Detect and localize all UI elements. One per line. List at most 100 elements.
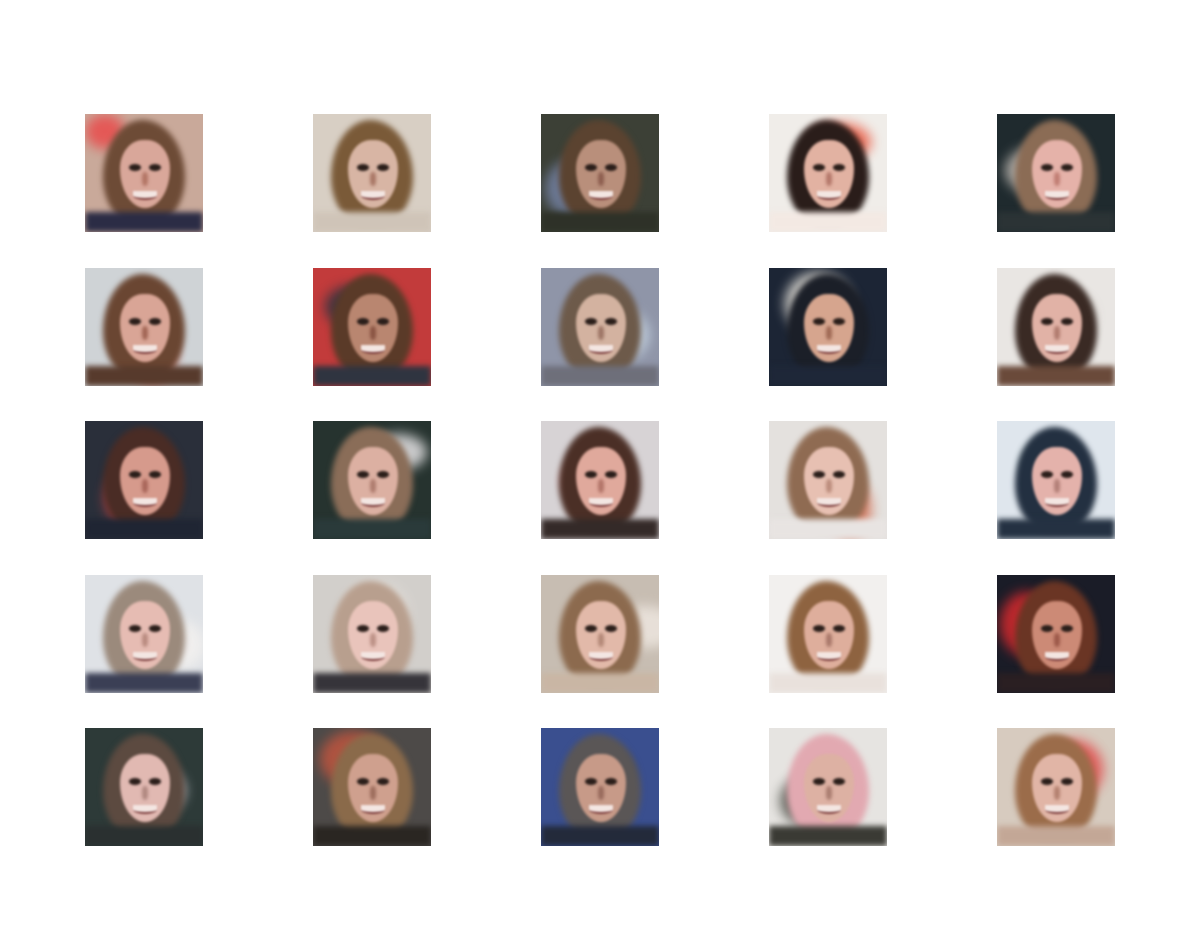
shoulders-region — [997, 826, 1115, 846]
mouth-region — [133, 498, 157, 507]
face-image — [997, 421, 1115, 539]
nose-region — [826, 326, 832, 340]
nose-region — [598, 326, 604, 340]
eye-region — [833, 164, 845, 171]
mouth-region — [817, 652, 841, 661]
mouth-region — [133, 191, 157, 200]
shoulders-region — [541, 212, 659, 232]
face-image — [85, 114, 203, 232]
face-image — [769, 421, 887, 539]
shoulders-region — [313, 826, 431, 846]
face-image — [541, 575, 659, 693]
eye-region — [1041, 164, 1053, 171]
mouth-region — [589, 652, 613, 661]
nose-region — [826, 479, 832, 493]
eye-region — [357, 164, 369, 171]
face-image — [541, 114, 659, 232]
shoulders-region — [769, 826, 887, 846]
shoulders-region — [769, 673, 887, 693]
shoulders-region — [769, 212, 887, 232]
face-image — [769, 575, 887, 693]
mouth-region — [589, 805, 613, 814]
eye-region — [813, 778, 825, 785]
eye-region — [1041, 625, 1053, 632]
mouth-region — [1045, 805, 1069, 814]
eye-region — [149, 164, 161, 171]
nose-region — [598, 633, 604, 647]
face-image — [85, 421, 203, 539]
eye-region — [129, 625, 141, 632]
nose-region — [370, 326, 376, 340]
eye-region — [1041, 318, 1053, 325]
mouth-region — [361, 345, 385, 354]
eye-region — [149, 625, 161, 632]
eye-region — [377, 471, 389, 478]
mouth-region — [1045, 652, 1069, 661]
eye-region — [149, 471, 161, 478]
eye-region — [357, 625, 369, 632]
face-image — [769, 268, 887, 386]
shoulders-region — [997, 673, 1115, 693]
eye-region — [129, 471, 141, 478]
shoulders-region — [85, 519, 203, 539]
shoulders-region — [313, 673, 431, 693]
eye-region — [813, 471, 825, 478]
eye-region — [1061, 164, 1073, 171]
eye-region — [357, 778, 369, 785]
shoulders-region — [997, 519, 1115, 539]
face-image — [997, 268, 1115, 386]
nose-region — [142, 326, 148, 340]
eye-region — [1061, 318, 1073, 325]
nose-region — [1054, 172, 1060, 186]
face-image — [313, 268, 431, 386]
mouth-region — [1045, 191, 1069, 200]
eye-region — [1041, 471, 1053, 478]
shoulders-region — [85, 212, 203, 232]
mouth-region — [361, 191, 385, 200]
eye-region — [357, 471, 369, 478]
eye-region — [813, 318, 825, 325]
eye-region — [149, 318, 161, 325]
nose-region — [826, 172, 832, 186]
face-image — [997, 728, 1115, 846]
face-image — [313, 575, 431, 693]
eye-region — [585, 625, 597, 632]
mouth-region — [589, 345, 613, 354]
nose-region — [370, 786, 376, 800]
shoulders-region — [541, 366, 659, 386]
mouth-region — [361, 805, 385, 814]
mouth-region — [361, 498, 385, 507]
eye-region — [833, 625, 845, 632]
nose-region — [370, 479, 376, 493]
face-image — [769, 728, 887, 846]
eye-region — [605, 778, 617, 785]
face-image — [313, 728, 431, 846]
nose-region — [598, 479, 604, 493]
shoulders-region — [541, 826, 659, 846]
shoulders-region — [85, 673, 203, 693]
mouth-region — [1045, 498, 1069, 507]
face-image — [85, 575, 203, 693]
eye-region — [357, 318, 369, 325]
eye-region — [833, 471, 845, 478]
nose-region — [598, 786, 604, 800]
shoulders-region — [541, 519, 659, 539]
eye-region — [1061, 471, 1073, 478]
nose-region — [1054, 633, 1060, 647]
mouth-region — [817, 345, 841, 354]
eye-region — [833, 778, 845, 785]
shoulders-region — [313, 366, 431, 386]
eye-region — [813, 164, 825, 171]
eye-region — [377, 318, 389, 325]
face-image — [85, 728, 203, 846]
nose-region — [598, 172, 604, 186]
nose-region — [142, 172, 148, 186]
eye-region — [1061, 778, 1073, 785]
nose-region — [370, 172, 376, 186]
eye-region — [605, 318, 617, 325]
face-image — [313, 421, 431, 539]
nose-region — [826, 633, 832, 647]
mouth-region — [589, 191, 613, 200]
mouth-region — [817, 191, 841, 200]
eye-region — [377, 164, 389, 171]
